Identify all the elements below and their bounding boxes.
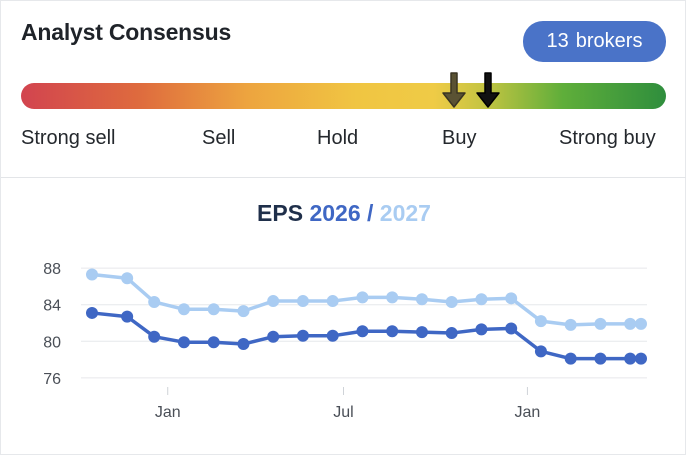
- brokers-count-badge[interactable]: 13 brokers: [523, 21, 666, 62]
- eps-chart-title: EPS 2026 / 2027: [1, 200, 686, 227]
- y-tick-label: 88: [43, 261, 61, 278]
- eps-year-2027[interactable]: 2027: [379, 200, 431, 226]
- current-rating-arrow-icon: [476, 72, 500, 108]
- scale-label-buy: Buy: [442, 127, 477, 149]
- data-point-2026: [624, 352, 637, 365]
- series-line-2026: [91, 311, 641, 361]
- data-point-2027: [86, 268, 98, 281]
- data-point-2026: [177, 336, 190, 349]
- data-point-2026: [148, 330, 161, 343]
- x-tick-label: Jan: [155, 404, 181, 421]
- data-point-2027: [635, 317, 647, 330]
- data-point-2027: [475, 293, 488, 306]
- data-point-2026: [326, 329, 339, 342]
- scale-label-hold: Hold: [317, 127, 359, 149]
- data-point-2026: [505, 322, 518, 335]
- x-tick-label: Jul: [333, 404, 353, 421]
- data-point-2027: [296, 295, 309, 308]
- data-point-2026: [267, 330, 280, 343]
- data-point-2027: [415, 293, 428, 306]
- consensus-header: Analyst Consensus 13 brokers Strong sell…: [1, 1, 686, 177]
- data-point-2026: [594, 352, 607, 365]
- data-point-2027: [445, 295, 458, 308]
- data-point-2026: [534, 345, 547, 358]
- data-point-2027: [207, 303, 220, 316]
- data-point-2027: [177, 303, 190, 316]
- data-point-2027: [326, 295, 339, 308]
- previous-rating-arrow-icon: [442, 72, 466, 108]
- brokers-label: brokers: [575, 30, 643, 52]
- data-point-2026: [86, 306, 98, 319]
- data-point-2026: [207, 336, 220, 349]
- consensus-gauge-bar: [21, 83, 666, 109]
- data-point-2026: [635, 352, 647, 365]
- eps-label: EPS: [257, 200, 304, 226]
- eps-year-separator: /: [367, 200, 374, 226]
- data-point-2027: [267, 295, 280, 308]
- rating-scale: Strong sell Sell Hold Buy Strong buy: [1, 127, 686, 155]
- data-point-2027: [148, 295, 161, 308]
- data-point-2026: [475, 323, 488, 336]
- section-divider: [1, 177, 686, 178]
- data-point-2026: [415, 326, 428, 339]
- data-point-2027: [386, 291, 399, 304]
- data-point-2026: [237, 338, 250, 351]
- data-point-2026: [296, 329, 309, 342]
- data-point-2026: [564, 352, 577, 365]
- data-point-2027: [534, 315, 547, 328]
- scale-label-strong-sell: Strong sell: [21, 127, 116, 149]
- data-point-2027: [624, 317, 637, 330]
- card-title: Analyst Consensus: [21, 19, 232, 45]
- data-point-2026: [121, 310, 134, 323]
- data-point-2026: [386, 325, 399, 338]
- data-point-2027: [121, 272, 134, 285]
- scale-label-strong-buy: Strong buy: [559, 127, 656, 149]
- data-point-2027: [356, 291, 369, 304]
- data-point-2026: [445, 327, 458, 340]
- y-tick-label: 80: [43, 334, 61, 351]
- data-point-2027: [594, 317, 607, 330]
- data-point-2027: [505, 292, 518, 305]
- x-tick-label: Jan: [515, 404, 541, 421]
- scale-label-sell: Sell: [202, 127, 236, 149]
- data-point-2027: [564, 318, 577, 331]
- y-tick-label: 84: [43, 298, 61, 315]
- data-point-2027: [237, 305, 250, 318]
- y-tick-label: 76: [43, 371, 61, 388]
- eps-year-2026[interactable]: 2026: [309, 200, 361, 226]
- eps-line-chart[interactable]: 88 84 80 76 Jan Jul Jan: [1, 241, 686, 455]
- data-point-2026: [356, 325, 369, 338]
- brokers-count: 13: [546, 30, 569, 52]
